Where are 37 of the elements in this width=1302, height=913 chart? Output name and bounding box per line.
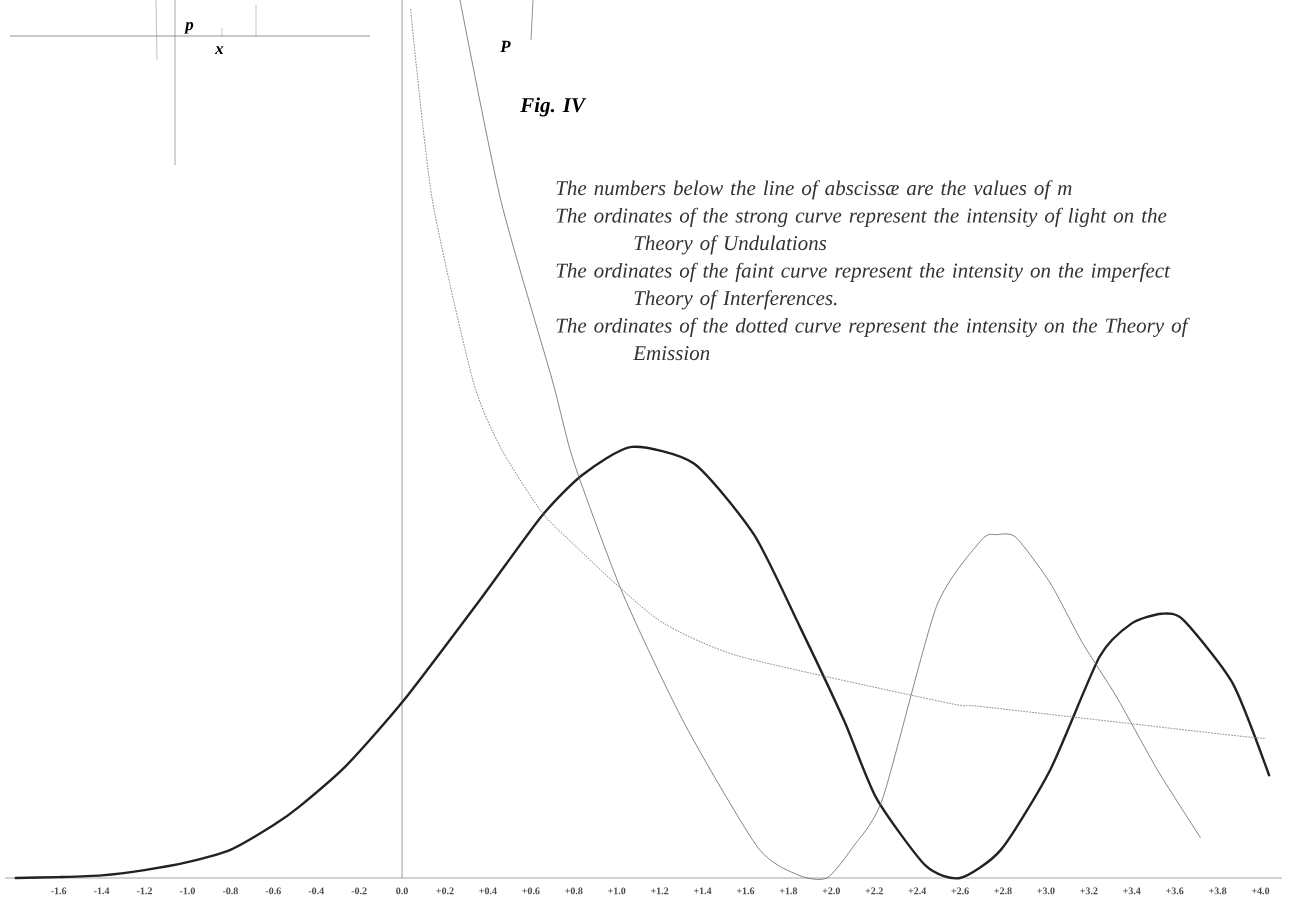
- x-tick-label: -1.2: [136, 887, 152, 895]
- text: Fig. IV: [520, 97, 587, 117]
- x-tick-label: +0.8: [565, 887, 583, 895]
- x-tick-label: +1.8: [779, 887, 798, 895]
- x-tick-label: -0.8: [222, 887, 238, 895]
- annotation: The ordinates of the faint curve represent the intensity on the imperfect Theory of Interferences.: [556, 262, 1171, 310]
- x-tick-label: +3.2: [1080, 887, 1098, 895]
- x-tick-label: +2.6: [951, 887, 969, 895]
- x-tick-label: -1.4: [94, 887, 110, 895]
- x-tick-label: +3.6: [1166, 887, 1184, 895]
- x-tick-label: +2.0: [822, 887, 840, 895]
- x-tick-label: -1.0: [179, 887, 195, 895]
- x-tick-label: +0.2: [436, 887, 454, 895]
- x-tick-label: +1.0: [608, 887, 626, 895]
- x-tick-label: +0.4: [479, 887, 497, 895]
- x-tick-label: +1.6: [736, 887, 755, 895]
- x-tick-label: 0.0: [396, 887, 408, 895]
- x-tick-label: +3.8: [1209, 887, 1227, 895]
- x-tick-label: +1.2: [651, 887, 669, 895]
- annotation: The ordinates of the dotted curve represent the intensity on the Theory of Emission: [556, 317, 1190, 361]
- x-tick-label: +0.6: [522, 887, 540, 895]
- annotation: P: [500, 40, 511, 52]
- x-tick-label: -0.6: [265, 887, 281, 895]
- x-tick-label: +2.2: [865, 887, 883, 895]
- x-tick-label: +2.4: [908, 887, 927, 895]
- x-tick-label: -0.4: [308, 887, 324, 895]
- x-tick-label: +3.4: [1123, 887, 1141, 895]
- x-tick-label: +2.8: [994, 887, 1012, 895]
- annotation: x: [215, 46, 224, 54]
- annotation: The ordinates of the strong curve represent the intensity of light on the Theory of Undulations: [556, 207, 1167, 255]
- x-tick-label: -1.6: [51, 887, 67, 895]
- annotation: p: [184, 21, 194, 34]
- x-tick-label: +4.0: [1251, 887, 1270, 895]
- annotation: The numbers below the line of abscissæ are the values of m: [556, 180, 1072, 200]
- x-tick-label: +1.4: [693, 887, 712, 895]
- x-tick-label: -0.2: [351, 887, 367, 895]
- x-tick-label: +3.0: [1037, 887, 1055, 895]
